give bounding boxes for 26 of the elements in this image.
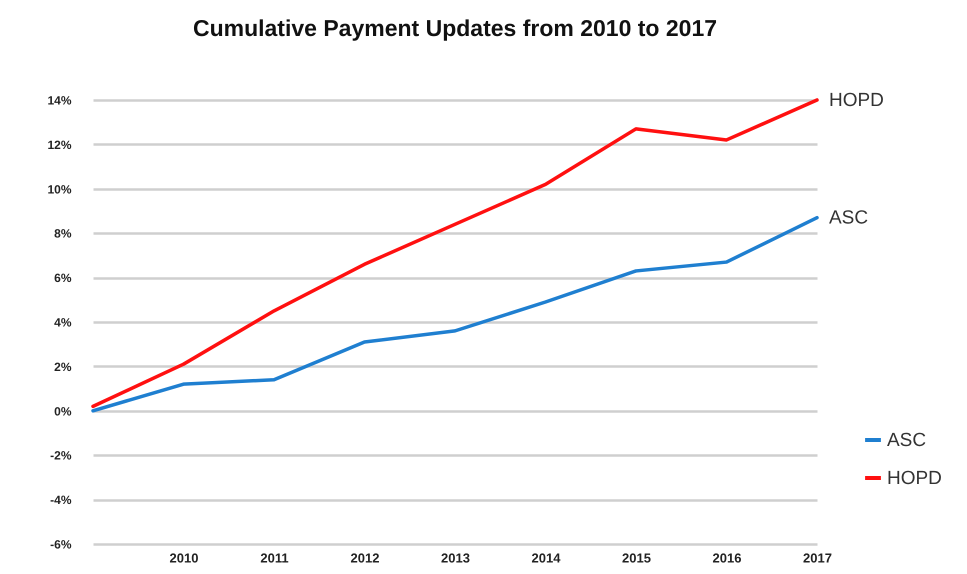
- y-tick-label: 0%: [54, 404, 72, 418]
- y-tick-label: 2%: [54, 360, 72, 374]
- legend-label: HOPD: [887, 468, 942, 489]
- line-series: [91, 98, 819, 408]
- x-tick-label: 2015: [622, 550, 651, 566]
- line-series: [91, 216, 819, 413]
- x-tick-label: 2012: [350, 550, 380, 566]
- x-tick-label: 2017: [803, 550, 832, 566]
- y-tick-label: 10%: [47, 182, 72, 196]
- y-tick-label: -4%: [50, 493, 72, 508]
- y-tick-label: 8%: [54, 226, 72, 241]
- legend-label: ASC: [887, 430, 926, 451]
- x-tick-label: 2016: [712, 550, 742, 566]
- y-tick-label: 14%: [47, 94, 72, 108]
- x-tick-label: 2014: [532, 550, 562, 566]
- y-tick-label: 6%: [54, 271, 72, 286]
- annotation: ASC: [829, 208, 868, 229]
- x-tick-label: 2010: [170, 550, 198, 566]
- y-tick-label: -2%: [50, 448, 72, 463]
- y-tick-label: 12%: [47, 138, 72, 152]
- x-tick-label: 2011: [260, 550, 289, 566]
- chart-title: Cumulative Payment Updates from 2010 to 2017: [192, 15, 718, 41]
- x-tick-label: 2013: [441, 550, 470, 566]
- y-tick-label: 4%: [54, 316, 72, 330]
- annotation: HOPD: [829, 90, 884, 111]
- y-tick-label: -6%: [50, 538, 72, 552]
